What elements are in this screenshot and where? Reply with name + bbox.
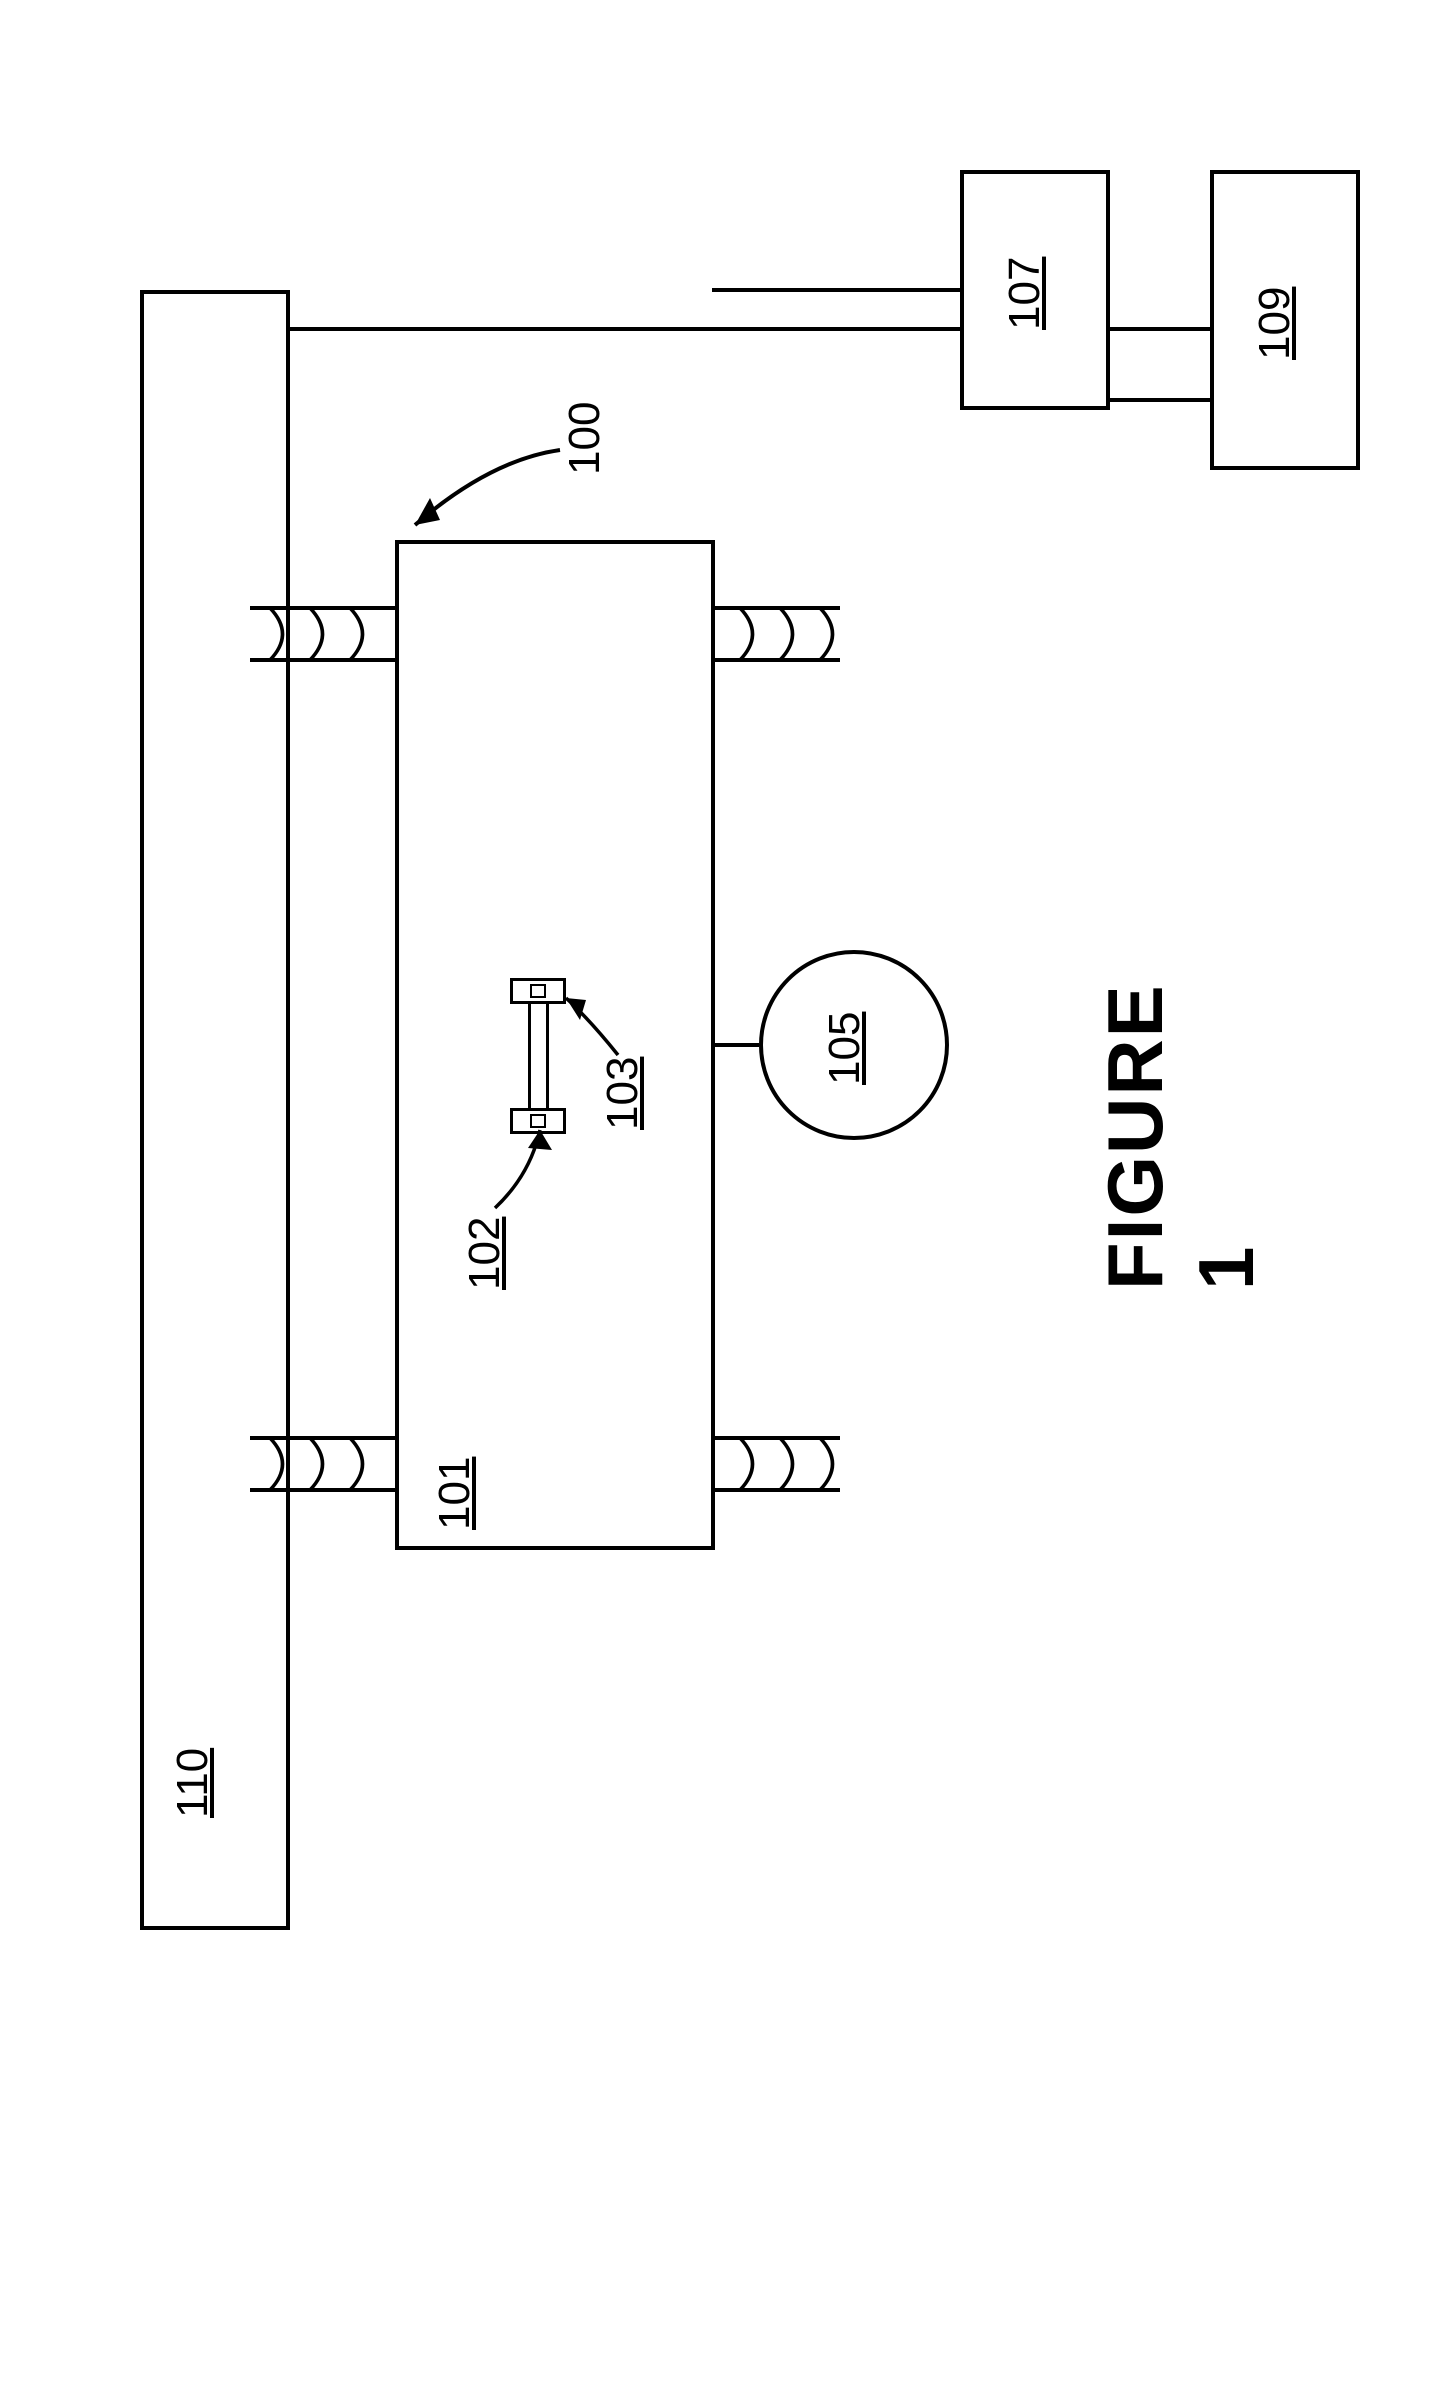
diagram-canvas: 110 109 107 101 bbox=[0, 0, 1456, 2394]
block-101-overlay bbox=[395, 540, 715, 1550]
specimen-bar-right bbox=[546, 1002, 549, 1110]
connector-107-101 bbox=[712, 288, 960, 292]
label-101-overlay: 101 bbox=[430, 1457, 480, 1530]
label-107: 107 bbox=[1000, 257, 1050, 330]
label-110: 110 bbox=[168, 1748, 218, 1818]
stem-105-h bbox=[715, 1043, 759, 1047]
figure-title: FIGURE 1 bbox=[1090, 924, 1272, 1290]
connector-109-107 bbox=[1110, 398, 1210, 402]
label-103: 103 bbox=[598, 1057, 648, 1130]
label-102: 102 bbox=[460, 1217, 510, 1290]
label-109: 109 bbox=[1250, 287, 1300, 360]
block-110 bbox=[140, 290, 290, 1930]
label-105: 105 bbox=[820, 1012, 870, 1085]
grip-inner-bottom bbox=[530, 984, 546, 998]
specimen-bar-left bbox=[528, 1002, 531, 1110]
grip-inner-top bbox=[530, 1114, 546, 1128]
label-100: 100 bbox=[560, 402, 610, 475]
